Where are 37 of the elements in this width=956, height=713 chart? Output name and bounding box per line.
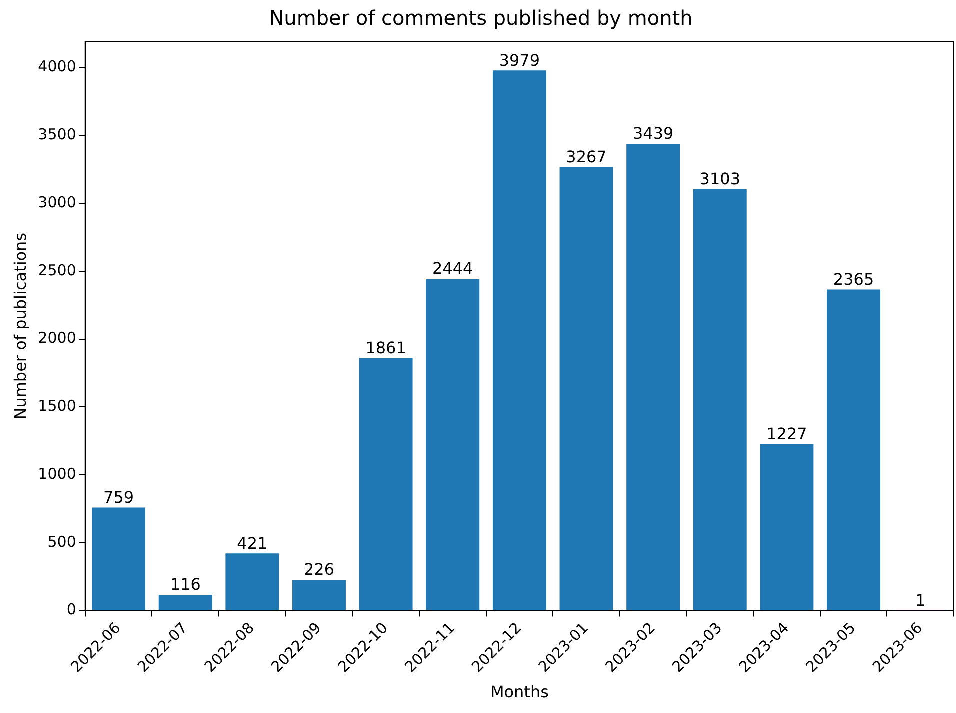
bar <box>693 190 747 610</box>
bar <box>827 290 880 610</box>
bar <box>92 508 146 610</box>
bar <box>426 279 480 610</box>
bar <box>560 167 614 610</box>
y-tick-label: 2500 <box>38 261 76 280</box>
data-label: 226 <box>304 560 335 580</box>
y-axis-title: Number of publications <box>10 232 30 420</box>
data-label: 1 <box>916 590 926 610</box>
data-label: 2444 <box>432 259 474 278</box>
bar <box>492 70 546 610</box>
y-tick-label: 1000 <box>38 464 76 483</box>
y-tick-label: 2000 <box>38 329 76 348</box>
data-label: 3267 <box>566 147 607 166</box>
y-tick-label: 0 <box>66 600 76 619</box>
bar <box>226 554 280 610</box>
y-tick-label: 500 <box>48 532 76 551</box>
bar <box>626 144 680 610</box>
bar <box>760 444 814 610</box>
data-label: 3439 <box>632 124 674 144</box>
data-label: 1227 <box>766 424 808 444</box>
data-label: 2365 <box>833 270 874 289</box>
y-tick-label: 3000 <box>38 193 76 212</box>
bar <box>158 595 212 610</box>
data-label: 116 <box>170 575 201 594</box>
chart-title: Number of comments published by month <box>269 6 693 30</box>
bar <box>359 358 413 610</box>
data-label: 759 <box>104 488 134 507</box>
data-label: 1861 <box>366 338 406 358</box>
y-tick-label: 3500 <box>38 126 76 144</box>
y-tick-label: 1500 <box>38 397 76 416</box>
x-axis-title: Months <box>490 682 549 702</box>
data-label: 3979 <box>499 50 540 70</box>
data-label: 3103 <box>700 170 740 189</box>
y-tick-label: 4000 <box>38 58 76 76</box>
data-label: 421 <box>237 534 268 553</box>
bar <box>292 580 346 610</box>
